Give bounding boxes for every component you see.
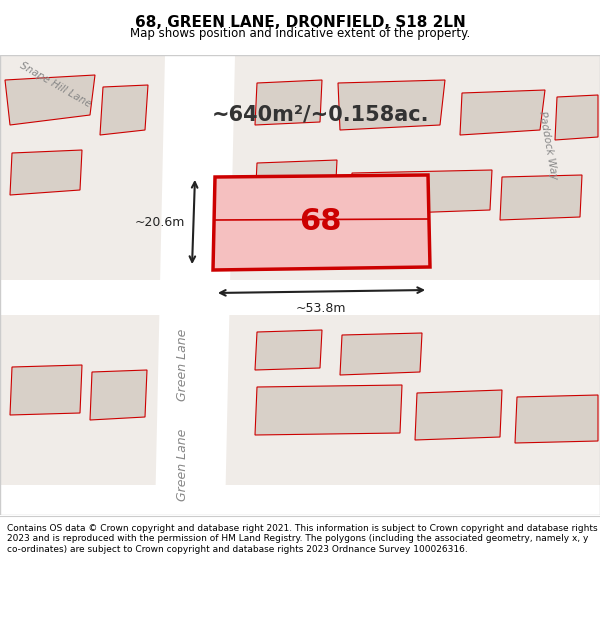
Polygon shape bbox=[10, 150, 82, 195]
Polygon shape bbox=[515, 395, 598, 443]
Polygon shape bbox=[340, 333, 422, 375]
Polygon shape bbox=[460, 90, 545, 135]
Polygon shape bbox=[555, 95, 598, 140]
Text: Green Lane: Green Lane bbox=[176, 429, 190, 501]
Polygon shape bbox=[213, 175, 430, 270]
Text: Map shows position and indicative extent of the property.: Map shows position and indicative extent… bbox=[130, 27, 470, 39]
Polygon shape bbox=[500, 175, 582, 220]
Polygon shape bbox=[255, 160, 337, 205]
Text: Contains OS data © Crown copyright and database right 2021. This information is : Contains OS data © Crown copyright and d… bbox=[7, 524, 598, 554]
Polygon shape bbox=[10, 365, 82, 415]
Text: Green Lane: Green Lane bbox=[176, 329, 190, 401]
Polygon shape bbox=[415, 390, 502, 440]
Text: Snape Hill Lane: Snape Hill Lane bbox=[17, 61, 92, 109]
Bar bbox=[0, 280, 600, 315]
Text: ~53.8m: ~53.8m bbox=[296, 302, 346, 315]
Polygon shape bbox=[338, 80, 445, 130]
Text: 68, GREEN LANE, DRONFIELD, S18 2LN: 68, GREEN LANE, DRONFIELD, S18 2LN bbox=[134, 16, 466, 31]
Text: 68: 68 bbox=[299, 208, 341, 236]
Polygon shape bbox=[155, 55, 210, 515]
Polygon shape bbox=[185, 55, 235, 515]
Polygon shape bbox=[255, 330, 322, 370]
Polygon shape bbox=[255, 80, 322, 125]
Bar bbox=[0, 485, 600, 515]
Polygon shape bbox=[255, 385, 402, 435]
Text: Paddock Way: Paddock Way bbox=[537, 110, 559, 180]
Polygon shape bbox=[100, 85, 148, 135]
Text: ~640m²/~0.158ac.: ~640m²/~0.158ac. bbox=[211, 105, 429, 125]
Polygon shape bbox=[90, 370, 147, 420]
Polygon shape bbox=[5, 75, 95, 125]
Text: ~20.6m: ~20.6m bbox=[134, 216, 185, 229]
Polygon shape bbox=[350, 170, 492, 215]
